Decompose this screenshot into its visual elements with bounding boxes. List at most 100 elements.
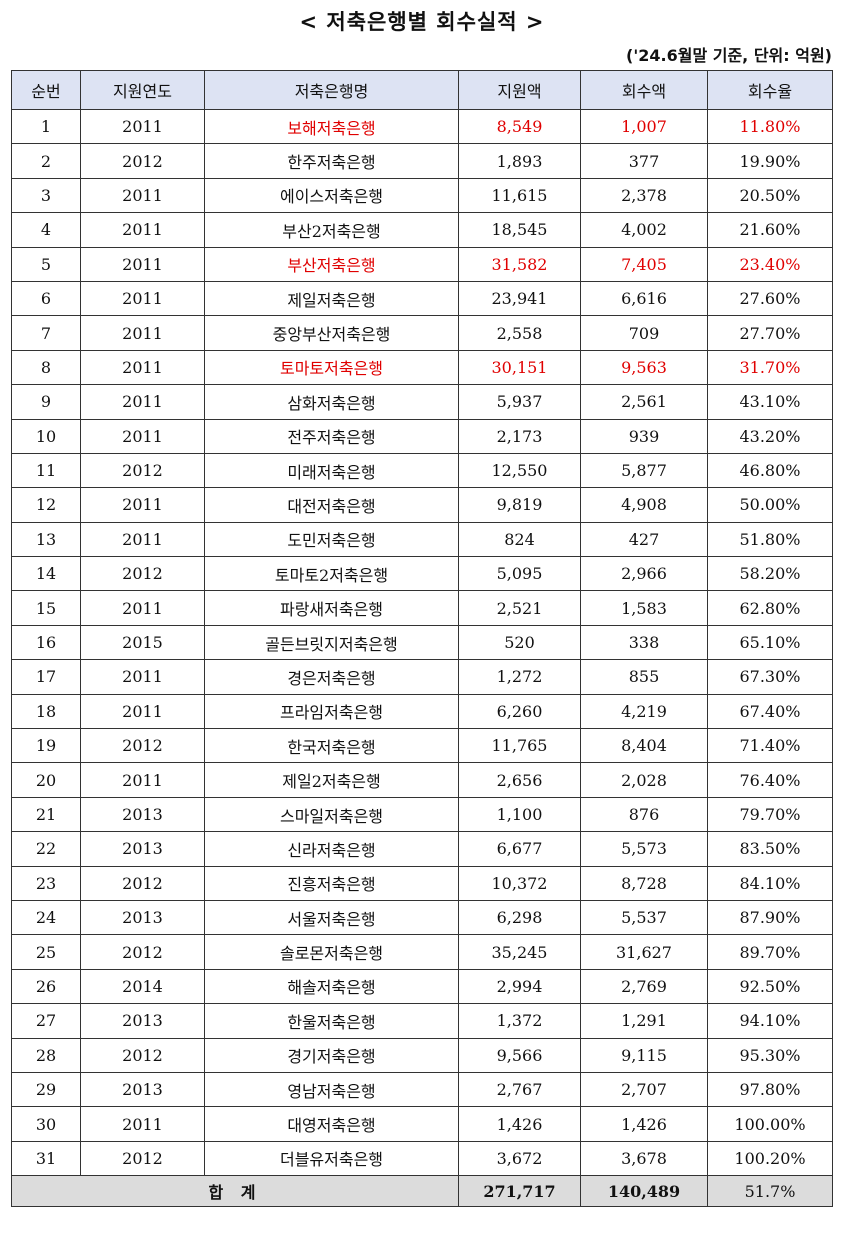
recovery-rate: 84.10%	[707, 865, 833, 901]
recovery-rate: 50.00%	[707, 487, 833, 523]
col-header-year: 지원연도	[80, 70, 205, 110]
recovery-rate: 31.70%	[707, 349, 833, 386]
bank-name: 보해저축은행	[204, 108, 459, 145]
recovered-amount: 2,707	[580, 1071, 708, 1108]
bank-name: 솔로몬저축은행	[204, 934, 459, 970]
support-amount: 6,298	[458, 899, 581, 936]
bank-name: 대전저축은행	[204, 487, 459, 523]
table-row: 20 2011 제일2저축은행 2,656 2,028 76.40%	[11, 762, 833, 798]
recovered-amount: 9,115	[580, 1037, 708, 1073]
table-row: 16 2015 골든브릿지저축은행 520 338 65.10%	[11, 624, 833, 661]
row-number: 5	[11, 246, 81, 282]
recovered-amount: 5,573	[580, 831, 708, 867]
support-amount: 10,372	[458, 865, 581, 901]
recovery-rate: 23.40%	[707, 246, 833, 282]
row-number: 24	[11, 899, 81, 936]
row-number: 13	[11, 521, 81, 558]
recovered-amount: 5,537	[580, 899, 708, 936]
table-row: 22 2013 신라저축은행 6,677 5,573 83.50%	[11, 831, 833, 867]
bank-name: 스마일저축은행	[204, 796, 459, 833]
col-header-no: 순번	[11, 70, 81, 110]
row-number: 23	[11, 865, 81, 901]
support-amount: 30,151	[458, 349, 581, 386]
recovery-rate: 51.80%	[707, 521, 833, 558]
row-number: 14	[11, 556, 81, 592]
table-row: 5 2011 부산저축은행 31,582 7,405 23.40%	[11, 246, 833, 282]
total-rate: 51.7%	[707, 1175, 833, 1208]
bank-name: 토마토저축은행	[204, 349, 459, 386]
support-amount: 1,100	[458, 796, 581, 833]
row-number: 6	[11, 280, 81, 317]
recovered-amount: 855	[580, 659, 708, 695]
bank-name: 부산2저축은행	[204, 212, 459, 248]
support-year: 2012	[80, 934, 205, 970]
recovery-rate: 71.40%	[707, 728, 833, 764]
col-header-rate: 회수율	[707, 70, 833, 110]
row-number: 10	[11, 418, 81, 454]
table-row: 13 2011 도민저축은행 824 427 51.80%	[11, 521, 833, 558]
recovered-amount: 427	[580, 521, 708, 558]
total-label: 합 계	[11, 1175, 459, 1208]
recovered-amount: 1,007	[580, 108, 708, 145]
support-year: 2011	[80, 177, 205, 214]
recovery-rate: 92.50%	[707, 968, 833, 1005]
table-row: 24 2013 서울저축은행 6,298 5,537 87.90%	[11, 899, 833, 936]
bank-name: 파랑새저축은행	[204, 590, 459, 626]
recovery-rate: 27.70%	[707, 315, 833, 351]
col-header-recovered: 회수액	[580, 70, 708, 110]
support-year: 2011	[80, 315, 205, 351]
support-amount: 5,095	[458, 556, 581, 592]
recovery-rate: 58.20%	[707, 556, 833, 592]
row-number: 19	[11, 728, 81, 764]
row-number: 8	[11, 349, 81, 386]
bank-name: 한주저축은행	[204, 143, 459, 179]
support-amount: 31,582	[458, 246, 581, 282]
support-year: 2011	[80, 246, 205, 282]
table-row: 12 2011 대전저축은행 9,819 4,908 50.00%	[11, 487, 833, 523]
row-number: 4	[11, 212, 81, 248]
support-amount: 2,521	[458, 590, 581, 626]
support-year: 2011	[80, 349, 205, 386]
recovery-rate: 67.30%	[707, 659, 833, 695]
support-year: 2012	[80, 556, 205, 592]
bank-name: 에이스저축은행	[204, 177, 459, 214]
table-row: 10 2011 전주저축은행 2,173 939 43.20%	[11, 418, 833, 454]
table-row: 3 2011 에이스저축은행 11,615 2,378 20.50%	[11, 177, 833, 214]
recovery-rate: 95.30%	[707, 1037, 833, 1073]
bank-name: 경기저축은행	[204, 1037, 459, 1073]
recovery-table: 순번 지원연도 저축은행명 지원액 회수액 회수율 1 2011 보해저축은행 8,5…	[11, 70, 833, 1208]
support-amount: 2,173	[458, 418, 581, 454]
table-row: 23 2012 진흥저축은행 10,372 8,728 84.10%	[11, 865, 833, 901]
col-header-bank: 저축은행명	[204, 70, 459, 110]
recovery-rate: 27.60%	[707, 280, 833, 317]
recovery-rate: 97.80%	[707, 1071, 833, 1108]
table-row: 31 2012 더블유저축은행 3,672 3,678 100.20%	[11, 1140, 833, 1177]
bank-name: 영남저축은행	[204, 1071, 459, 1108]
recovered-amount: 2,966	[580, 556, 708, 592]
recovery-rate: 20.50%	[707, 177, 833, 214]
recovery-rate: 76.40%	[707, 762, 833, 798]
recovered-amount: 876	[580, 796, 708, 833]
support-amount: 1,893	[458, 143, 581, 179]
table-row: 17 2011 경은저축은행 1,272 855 67.30%	[11, 659, 833, 695]
support-amount: 18,545	[458, 212, 581, 248]
recovery-rate: 89.70%	[707, 934, 833, 970]
bank-name: 경은저축은행	[204, 659, 459, 695]
support-year: 2011	[80, 693, 205, 730]
bank-name: 도민저축은행	[204, 521, 459, 558]
table-row: 9 2011 삼화저축은행 5,937 2,561 43.10%	[11, 384, 833, 420]
recovered-amount: 2,561	[580, 384, 708, 420]
recovered-amount: 4,002	[580, 212, 708, 248]
support-amount: 11,615	[458, 177, 581, 214]
recovery-rate: 100.00%	[707, 1106, 833, 1142]
recovered-amount: 1,291	[580, 1003, 708, 1039]
support-year: 2013	[80, 1071, 205, 1108]
support-year: 2013	[80, 1003, 205, 1039]
support-year: 2012	[80, 143, 205, 179]
recovery-rate: 43.10%	[707, 384, 833, 420]
support-amount: 3,672	[458, 1140, 581, 1177]
recovery-rate: 79.70%	[707, 796, 833, 833]
row-number: 28	[11, 1037, 81, 1073]
row-number: 16	[11, 624, 81, 661]
support-amount: 8,549	[458, 108, 581, 145]
